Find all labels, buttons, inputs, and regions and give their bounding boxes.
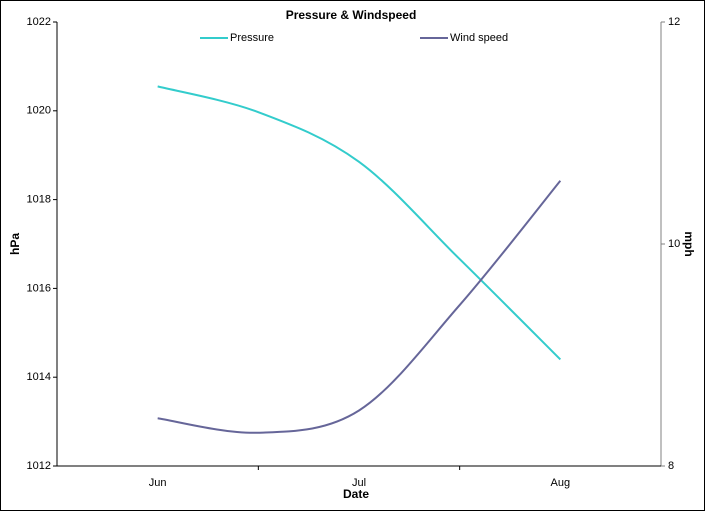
y-tick-label: 1020 [27, 105, 51, 117]
x-tick-label: Jun [149, 477, 167, 489]
x-tick-label: Jul [352, 477, 366, 489]
y-tick-label: 1014 [27, 371, 51, 383]
series-line [157, 180, 562, 434]
y-axis-label: hPa [8, 233, 22, 255]
legend-label: Wind speed [450, 32, 508, 44]
y2-tick-label: 12 [668, 16, 680, 28]
y-tick-label: 1022 [27, 16, 51, 28]
legend-label: Pressure [230, 32, 274, 44]
x-tick-label: Aug [551, 477, 571, 489]
y2-tick-label: 8 [668, 460, 674, 472]
y-tick-label: 1016 [27, 282, 51, 294]
x-axis-label: Date [343, 487, 369, 501]
y-tick-label: 1012 [27, 460, 51, 472]
y2-tick-label: 10 [668, 238, 680, 250]
chart-title: Pressure & Windspeed [286, 8, 417, 22]
y-tick-label: 1018 [27, 194, 51, 206]
y2-axis-label: mph [682, 231, 696, 256]
series-line [157, 85, 562, 361]
